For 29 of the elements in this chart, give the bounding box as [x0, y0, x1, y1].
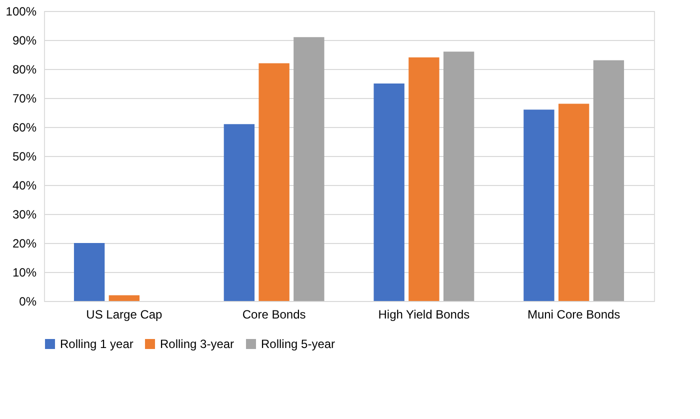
bar	[374, 84, 404, 301]
y-tick-label: 0%	[19, 294, 37, 308]
y-tick-label: 50%	[12, 150, 37, 164]
y-tick-label: 60%	[12, 120, 37, 134]
y-tick-label: 30%	[12, 208, 37, 222]
bar	[593, 60, 624, 301]
x-tick-label: High Yield Bonds	[378, 308, 470, 322]
bar	[258, 63, 290, 301]
y-tick-label: 20%	[12, 236, 37, 250]
legend-label: Rolling 5-year	[261, 337, 336, 351]
bar	[443, 52, 474, 301]
x-tick-label: US Large Cap	[86, 308, 163, 322]
y-tick-label: 100%	[6, 4, 37, 18]
legend-label: Rolling 3-year	[160, 337, 234, 351]
bar	[524, 110, 554, 301]
y-tick-label: 10%	[12, 266, 37, 280]
bar	[408, 57, 440, 301]
bar	[558, 104, 590, 301]
bar	[108, 295, 140, 301]
y-tick-label: 90%	[12, 34, 37, 48]
legend-label: Rolling 1 year	[60, 337, 134, 351]
bar	[224, 124, 255, 301]
y-tick-label: 80%	[12, 62, 37, 76]
bar	[294, 37, 324, 301]
y-tick-label: 70%	[12, 92, 37, 106]
x-tick-label: Core Bonds	[242, 308, 306, 322]
x-tick-label: Muni Core Bonds	[527, 308, 620, 322]
bar	[74, 243, 105, 301]
y-tick-label: 40%	[12, 178, 37, 192]
